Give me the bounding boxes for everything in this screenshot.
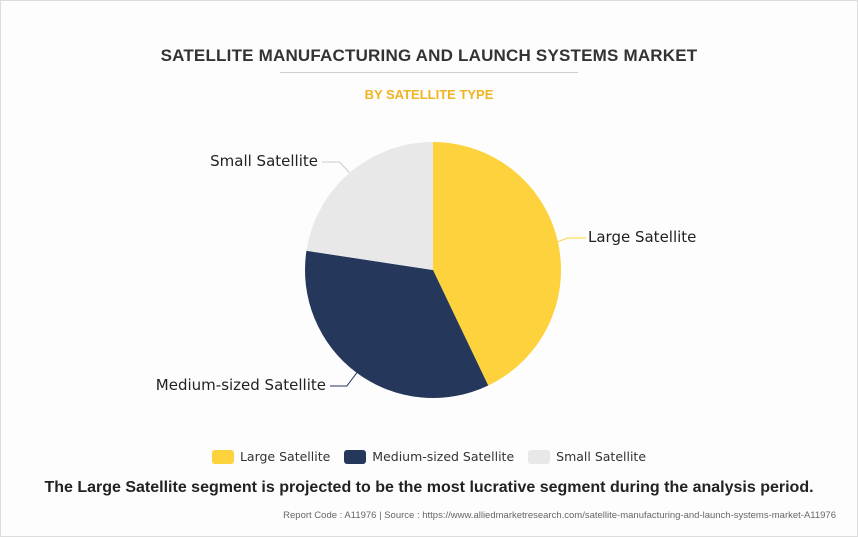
legend-swatch-small [528,449,551,464]
pie-slice-small [306,142,433,270]
chart-legend: Large Satellite Medium-sized Satellite S… [0,449,858,464]
legend-label-small: Small Satellite [556,449,647,464]
legend-label-large: Large Satellite [239,449,331,464]
chart-subtitle: BY SATELLITE TYPE [364,87,494,102]
slice-label-medium: Medium-sized Satellite [156,376,326,394]
slice-label-large: Large Satellite [588,228,696,246]
pie-slice-large [433,142,561,386]
pie-slice-medium [304,250,489,398]
legend-swatch-medium [344,449,367,464]
legend-item-medium: Medium-sized Satellite [344,449,514,464]
chart-title: SATELLITE MANUFACTURING AND LAUNCH SYSTE… [160,46,698,65]
leader-line-small [322,161,350,174]
key-finding-text: The Large Satellite segment is projected… [44,479,814,496]
slice-label-small: Small Satellite [210,152,318,170]
legend-swatch-large [211,449,234,464]
source-footer: Report Code : A11976 | Source : https://… [283,510,836,521]
leader-line-large [557,237,586,243]
legend-label-medium: Medium-sized Satellite [372,449,515,464]
legend-item-small: Small Satellite [528,449,646,464]
legend-item-large: Large Satellite [211,449,331,464]
title-divider [280,72,578,73]
leader-line-medium [330,372,358,387]
